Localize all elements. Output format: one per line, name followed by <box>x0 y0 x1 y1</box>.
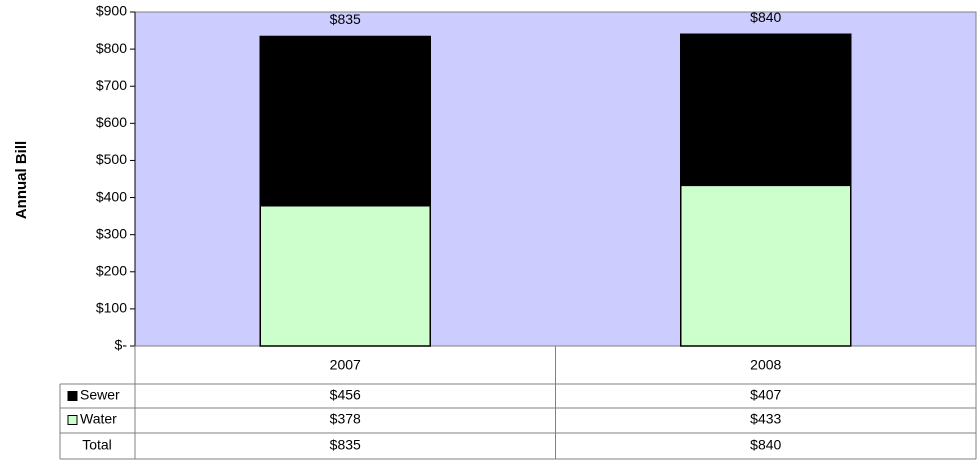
total-label: $835 <box>330 11 361 27</box>
y-tick-label: $700 <box>96 77 127 93</box>
legend-key <box>67 391 78 401</box>
y-tick-label: $600 <box>96 114 127 130</box>
bar-segment <box>680 184 852 347</box>
legend-label: Sewer <box>80 387 120 403</box>
legend-key <box>67 415 78 425</box>
table-cell: $840 <box>750 437 781 453</box>
y-tick-label: $200 <box>96 262 127 278</box>
y-tick-label: $400 <box>96 188 127 204</box>
y-tick-label: $100 <box>96 300 127 316</box>
table-cell: $407 <box>750 387 781 403</box>
x-tick-label: 2008 <box>750 357 781 373</box>
y-axis-label: Annual Bill <box>13 141 30 219</box>
table-cell: $378 <box>330 411 361 427</box>
legend-label: Water <box>80 411 117 427</box>
y-tick-label: $800 <box>96 40 127 56</box>
y-tick-label: $300 <box>96 225 127 241</box>
y-tick-label: $900 <box>96 3 127 19</box>
table-cell: $456 <box>330 387 361 403</box>
table-cell: $835 <box>330 437 361 453</box>
bar-segment <box>259 35 431 207</box>
y-tick-label: $500 <box>96 151 127 167</box>
table-row-label: Total <box>82 437 112 453</box>
table-cell: $433 <box>750 411 781 427</box>
total-label: $840 <box>750 9 781 25</box>
x-tick-label: 2007 <box>330 357 361 373</box>
bar-segment <box>259 204 431 347</box>
bar-segment <box>680 33 852 187</box>
y-tick-label: $- <box>115 337 128 353</box>
